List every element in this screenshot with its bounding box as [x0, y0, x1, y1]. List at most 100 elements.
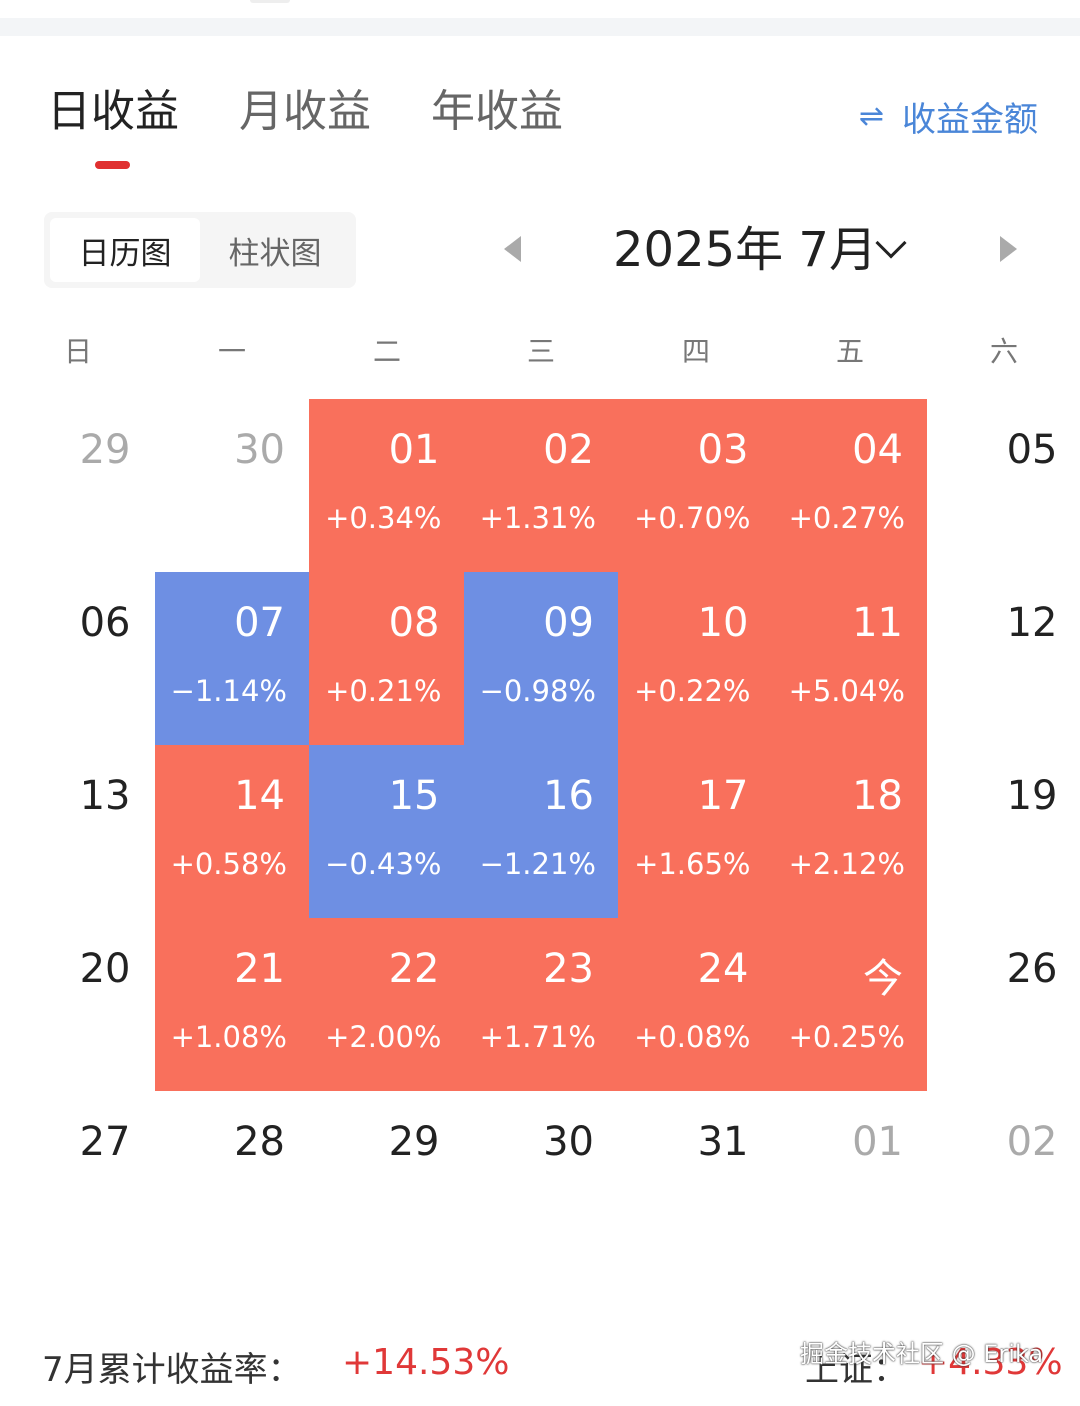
month-selector[interactable]: 2025年 7月 — [613, 222, 877, 278]
day-number: 11 — [852, 600, 903, 646]
day-number: 06 — [79, 600, 131, 646]
next-month-icon[interactable] — [1000, 236, 1017, 262]
day-number: 31 — [697, 1119, 749, 1165]
daily-return-pct: +0.21% — [325, 674, 442, 708]
calendar-day-cell[interactable]: 03 +0.70% — [618, 399, 773, 572]
day-number: 27 — [79, 1119, 131, 1165]
weekday-header: 日 一 二 三 四 五 六 — [0, 330, 1080, 370]
daily-return-pct: +0.58% — [170, 847, 287, 881]
calendar-day-cell[interactable]: 31 — [618, 1091, 773, 1264]
day-number: 01 — [388, 427, 440, 473]
daily-return-pct: +1.08% — [170, 1020, 287, 1054]
daily-return-pct: +2.00% — [325, 1020, 442, 1054]
tab-monthly-return[interactable]: 月收益 — [239, 86, 371, 137]
weekday-sat: 六 — [989, 335, 1018, 368]
day-number: 05 — [1006, 427, 1058, 473]
chevron-down-icon[interactable] — [875, 227, 907, 259]
day-number: 24 — [697, 946, 749, 992]
calendar-day-cell[interactable]: 23 +1.71% — [463, 918, 618, 1091]
day-number: 17 — [697, 773, 749, 819]
toggle-amount-button[interactable]: ⇌ 收益金额 — [859, 92, 1038, 141]
calendar-day-cell[interactable]: 29 — [309, 1091, 464, 1264]
weekday-wed: 三 — [526, 335, 555, 368]
day-number: 02 — [1006, 1119, 1058, 1165]
day-number: 09 — [543, 600, 594, 646]
calendar-day-cell[interactable]: 26 — [927, 918, 1080, 1091]
calendar-day-cell[interactable]: 24 +0.08% — [618, 918, 773, 1091]
day-number: 30 — [543, 1119, 594, 1165]
drag-handle — [250, 0, 290, 3]
day-number: 29 — [79, 427, 131, 473]
calendar-day-cell[interactable]: 01 +0.34% — [309, 399, 464, 572]
calendar-day-cell[interactable]: 09 −0.98% — [463, 572, 618, 745]
calendar-day-cell[interactable]: 02 +1.31% — [463, 399, 618, 572]
calendar-day-cell[interactable]: 18 +2.12% — [772, 745, 927, 918]
calendar-day-cell[interactable]: 今 +0.25% — [772, 918, 927, 1091]
day-number: 16 — [543, 773, 594, 819]
calendar-day-cell[interactable]: 27 — [0, 1091, 155, 1264]
calendar-day-cell[interactable]: 08 +0.21% — [309, 572, 464, 745]
day-number: 21 — [234, 946, 285, 992]
day-number: 19 — [1006, 773, 1058, 819]
daily-return-pct: −1.21% — [479, 847, 596, 881]
calendar-day-cell[interactable]: 02 — [927, 1091, 1080, 1264]
day-number: 08 — [388, 600, 440, 646]
day-number: 15 — [388, 773, 440, 819]
calendar-day-cell[interactable]: 01 — [773, 1091, 928, 1264]
calendar-day-cell[interactable]: 06 — [0, 572, 155, 745]
calendar-day-cell[interactable]: 15 −0.43% — [309, 745, 464, 918]
calendar-day-cell[interactable]: 21 +1.08% — [154, 918, 309, 1091]
calendar-day-cell[interactable]: 10 +0.22% — [618, 572, 773, 745]
weekday-tue: 二 — [372, 335, 401, 368]
swap-icon: ⇌ — [858, 99, 884, 134]
daily-return-pct: −1.14% — [170, 674, 287, 708]
index-return-value: +4.33% — [918, 1342, 1063, 1383]
top-strip — [0, 0, 1080, 18]
day-number: 13 — [79, 773, 131, 819]
calendar-day-cell[interactable]: 22 +2.00% — [309, 918, 464, 1091]
calendar-view-button[interactable]: 日历图 — [50, 218, 200, 282]
daily-return-pct: +0.08% — [634, 1020, 751, 1054]
tab-yearly-return[interactable]: 年收益 — [431, 86, 563, 137]
calendar-day-cell[interactable]: 16 −1.21% — [463, 745, 618, 918]
day-number: 28 — [234, 1119, 285, 1165]
calendar-day-cell[interactable]: 05 — [927, 399, 1080, 572]
day-number: 04 — [852, 427, 903, 473]
daily-return-pct: +0.25% — [788, 1020, 905, 1054]
daily-return-pct: +0.27% — [788, 501, 905, 535]
calendar-day-cell[interactable]: 11 +5.04% — [772, 572, 927, 745]
day-number: 12 — [1006, 600, 1058, 646]
index-label: 上证： — [805, 1350, 907, 1390]
calendar-day-cell[interactable]: 04 +0.27% — [772, 399, 927, 572]
calendar-day-cell[interactable]: 17 +1.65% — [618, 745, 773, 918]
calendar-day-cell[interactable]: 30 — [464, 1091, 619, 1264]
section-divider — [0, 18, 1080, 36]
daily-return-pct: +2.12% — [788, 847, 905, 881]
watermark: 掘金技术社区 @ Erika — [800, 1340, 1044, 1368]
day-number: 今 — [863, 956, 903, 1002]
day-number: 22 — [388, 946, 440, 992]
calendar-day-cell[interactable]: 19 — [927, 745, 1080, 918]
calendar-day-cell[interactable]: 14 +0.58% — [154, 745, 309, 918]
day-number: 03 — [697, 427, 749, 473]
calendar-day-cell[interactable]: 07 −1.14% — [154, 572, 309, 745]
calendar-day-cell[interactable]: 20 — [0, 918, 155, 1091]
day-number: 23 — [543, 946, 594, 992]
daily-return-pct: +1.71% — [479, 1020, 596, 1054]
calendar-day-cell[interactable]: 28 — [155, 1091, 310, 1264]
chart-view-toggle: 日历图 柱状图 — [44, 212, 356, 288]
calendar-day-cell[interactable]: 12 — [927, 572, 1080, 745]
weekday-fri: 五 — [835, 335, 864, 368]
calendar-day-cell[interactable]: 29 — [0, 399, 155, 572]
day-number: 10 — [697, 600, 749, 646]
calendar-day-cell[interactable]: 30 — [155, 399, 310, 572]
period-tabs: 日收益 月收益 年收益 — [47, 82, 623, 142]
day-number: 30 — [234, 427, 285, 473]
daily-return-pct: +5.04% — [788, 674, 905, 708]
day-number: 18 — [852, 773, 903, 819]
tab-daily-return[interactable]: 日收益 — [47, 86, 179, 137]
bar-chart-view-button[interactable]: 柱状图 — [228, 235, 322, 272]
daily-return-pct: +0.22% — [634, 674, 751, 708]
calendar-day-cell[interactable]: 13 — [0, 745, 155, 918]
prev-month-icon[interactable] — [504, 236, 521, 262]
